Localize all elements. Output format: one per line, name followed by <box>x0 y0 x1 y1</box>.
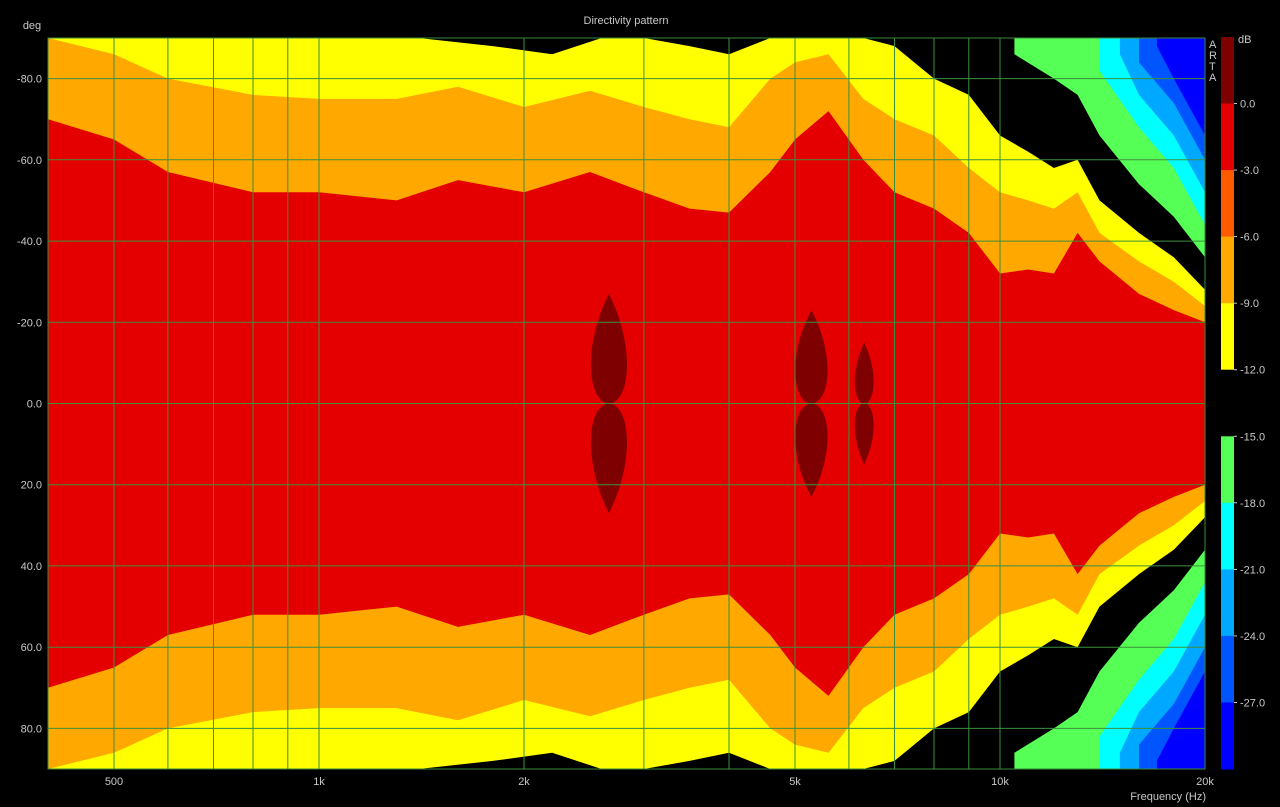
contour-band--24-bottom <box>1156 671 1205 769</box>
colorbar-ticks: 0.0 -3.0 -6.0 -9.0 -12.0 -15.0 -18.0 -21.0 -24.0… <box>1234 99 1265 710</box>
colorbar-band <box>1221 103 1234 171</box>
x-tick-label: 5k <box>789 776 801 788</box>
x-tick-label: 10k <box>991 776 1009 788</box>
colorbar: 0.0 -3.0 -6.0 -9.0 -12.0 -15.0 -18.0 -21.0 -24.0… <box>1209 34 1265 770</box>
colorbar-tick-label: 0.0 <box>1240 99 1255 111</box>
colorbar-band <box>1221 37 1234 104</box>
y-tick-label: 0.0 <box>27 399 42 411</box>
contour-band--9-bottom <box>418 517 1205 769</box>
y-tick-label: -40.0 <box>17 236 42 248</box>
x-axis-ticks: 500 1k 2k 5k 10k 20k <box>105 776 1215 788</box>
colorbar-tick-label: -18.0 <box>1240 498 1265 510</box>
colorbar-band <box>1221 303 1234 371</box>
contour-band--6-bottom <box>48 501 1205 769</box>
colorbar-band <box>1221 369 1234 437</box>
plot-frame <box>47 37 1206 770</box>
contour-band--6-top <box>48 38 1205 306</box>
colorbar-tick-label: -3.0 <box>1240 165 1259 177</box>
y-tick-label: 20.0 <box>21 480 42 492</box>
colorbar-band <box>1221 170 1234 238</box>
colorbar-tick-label: -27.0 <box>1240 698 1265 710</box>
colorbar-tick-label: -24.0 <box>1240 631 1265 643</box>
x-tick-label: 500 <box>105 776 123 788</box>
colorbar-tick-label: -12.0 <box>1240 365 1265 377</box>
y-axis-label: deg <box>23 20 41 32</box>
y-tick-label: -80.0 <box>17 74 42 86</box>
colorbar-tick-label: -9.0 <box>1240 298 1259 310</box>
x-tick-label: 20k <box>1196 776 1214 788</box>
x-tick-label: 1k <box>313 776 325 788</box>
colorbar-tick-label: -15.0 <box>1240 431 1265 443</box>
x-tick-label: 2k <box>518 776 530 788</box>
y-tick-label: 60.0 <box>21 642 42 654</box>
y-axis-ticks: -80.0 -60.0 -40.0 -20.0 0.0 20.0 40.0 60.0 80.0 <box>17 74 42 736</box>
colorbar-tick-label: -6.0 <box>1240 232 1259 244</box>
x-axis-label: Frequency (Hz) <box>1130 791 1206 803</box>
colorbar-unit-label: dB <box>1238 34 1251 46</box>
colorbar-band <box>1221 436 1234 504</box>
colorbar-band <box>1221 635 1234 703</box>
colorbar-band <box>1221 702 1234 770</box>
chart-title: Directivity pattern <box>584 15 669 27</box>
y-tick-label: -60.0 <box>17 155 42 167</box>
y-tick-label: 40.0 <box>21 561 42 573</box>
y-tick-label: 80.0 <box>21 723 42 735</box>
contour-bands <box>48 38 1205 769</box>
colorbar-band <box>1221 569 1234 637</box>
y-tick-label: -20.0 <box>17 317 42 329</box>
colorbar-tick-label: -21.0 <box>1240 564 1265 576</box>
contour-band--9-top <box>418 38 1205 290</box>
colorbar-band <box>1221 236 1234 304</box>
colorbar-band <box>1221 502 1234 570</box>
heatmap-plot-area <box>47 37 1206 770</box>
contour-band--24-top <box>1156 38 1205 136</box>
colorbar-bands <box>1221 37 1234 770</box>
